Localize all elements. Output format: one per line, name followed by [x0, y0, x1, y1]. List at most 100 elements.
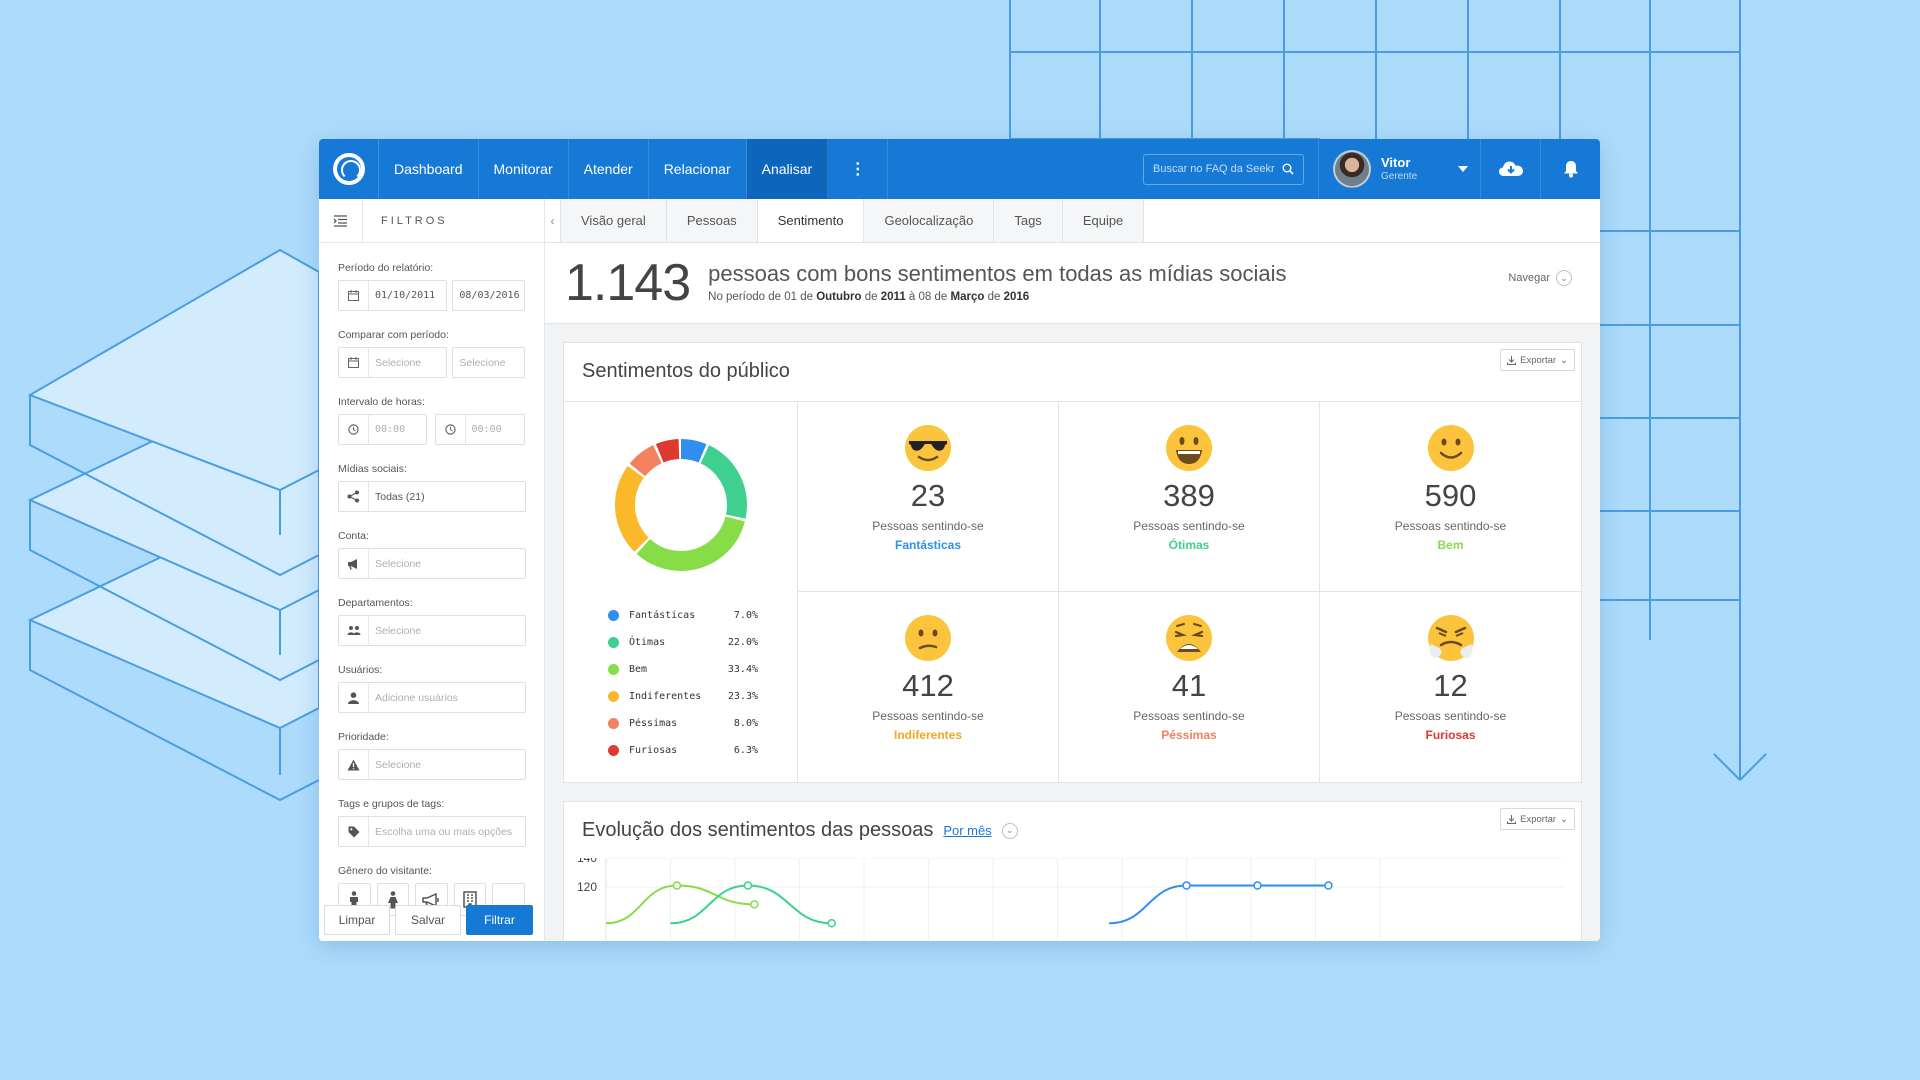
tab-visao-geral[interactable]: Visão geral [561, 199, 667, 242]
chevron-down-icon: ⌄ [1560, 354, 1568, 366]
compare-end-field[interactable]: Selecione [452, 347, 525, 378]
cloud-download-button[interactable] [1480, 139, 1540, 199]
toggle-filters-button[interactable] [319, 198, 363, 243]
nav-dashboard[interactable]: Dashboard [379, 139, 479, 199]
sentiments-title: Sentimentos do público [582, 360, 790, 382]
legend-dot [608, 637, 619, 648]
clear-button[interactable]: Limpar [324, 905, 390, 935]
tab-sentimento[interactable]: Sentimento [757, 199, 865, 242]
social-media-select[interactable]: Todas (21) [338, 481, 526, 512]
tags-select[interactable]: Escolha uma ou mais opções [338, 816, 526, 847]
avatar [1333, 150, 1371, 188]
period-start-value: 01/10/2011 [375, 290, 436, 301]
notifications-button[interactable] [1540, 139, 1600, 199]
sentiment-cell-grin: 389 Pessoas sentindo-se Ótimas [1059, 402, 1320, 592]
tab-equipe[interactable]: Equipe [1062, 199, 1145, 242]
navigate-dropdown[interactable]: Navegar ⌄ [1508, 270, 1572, 286]
compare-end-placeholder: Selecione [459, 356, 506, 369]
hours-end-field[interactable]: 00:00 [434, 414, 525, 445]
share-icon [339, 482, 369, 511]
sentiment-count: 41 [1171, 668, 1207, 703]
sentiment-donut-chart [615, 439, 747, 571]
departments-label: Departamentos: [338, 597, 413, 609]
period-prefix: No período de 01 de [708, 291, 813, 304]
donut-slice-3 [615, 439, 747, 571]
search-icon [1282, 163, 1294, 175]
nav-relacionar[interactable]: Relacionar [649, 139, 747, 199]
series-point [1253, 881, 1262, 890]
nav-more-button[interactable]: ⋮ [828, 139, 889, 199]
legend-name: Indiferentes [629, 691, 702, 702]
period-month-end: Março [950, 291, 985, 304]
weary-emoji-icon [1166, 615, 1212, 661]
nav-analisar[interactable]: Analisar [746, 139, 829, 199]
evolution-header: Evolução dos sentimentos das pessoas Por… [564, 802, 1581, 859]
chevron-down-icon[interactable]: ⌄ [1001, 822, 1018, 839]
export-button[interactable]: Exportar ⌄ [1500, 808, 1575, 830]
sentiment-cell-neutral: 412 Pessoas sentindo-se Indiferentes [798, 592, 1059, 782]
evolution-card: Evolução dos sentimentos das pessoas Por… [563, 801, 1582, 941]
summary-title: pessoas com bons sentimentos em todas as… [708, 260, 1287, 286]
legend-name: Ótimas [629, 637, 666, 648]
series-point [750, 900, 759, 909]
hours-start-field[interactable]: 00:00 [338, 414, 427, 445]
tab-tags[interactable]: Tags [994, 199, 1063, 242]
legend-item: Bem 33.4% [608, 656, 758, 683]
users-select[interactable]: Adicione usuários [338, 682, 526, 713]
clock-icon [339, 415, 369, 444]
nav-atender[interactable]: Atender [569, 139, 649, 199]
sentiment-cell-sunglasses: 23 Pessoas sentindo-se Fantásticas [798, 402, 1059, 592]
logo[interactable] [319, 139, 379, 199]
donut-panel: Fantásticas 7.0% Ótimas 22.0% Bem 33.4% Indife… [564, 402, 798, 782]
series-point [827, 919, 836, 928]
filters-header: FILTROS [319, 198, 544, 243]
period-mid: à 08 de [908, 291, 948, 304]
top-navbar: Dashboard Monitorar Atender Relacionar A… [319, 139, 1600, 199]
tabs-back-button[interactable]: ‹ [545, 199, 561, 242]
save-button[interactable]: Salvar [395, 905, 461, 935]
nav-monitorar[interactable]: Monitorar [479, 139, 569, 199]
faq-search-input[interactable]: Buscar no FAQ da Seekr [1143, 153, 1304, 185]
compare-start-field[interactable]: Selecione [338, 347, 448, 378]
sentiment-name: Furiosas [1425, 728, 1476, 742]
sentiments-card: Sentimentos do público Exportar ⌄ Fantást… [563, 342, 1582, 783]
sentiment-name: Ótimas [1168, 538, 1210, 552]
legend-item: Ótimas 22.0% [608, 629, 758, 656]
legend-dot [608, 691, 619, 702]
priority-select[interactable]: Selecione [338, 749, 526, 780]
donut-slice-2 [615, 439, 747, 571]
user-menu[interactable]: Vitor Gerente [1318, 139, 1480, 199]
export-button[interactable]: Exportar ⌄ [1500, 349, 1575, 371]
sentiment-count: 23 [910, 478, 946, 513]
series-point [1324, 881, 1333, 890]
period-selector[interactable]: Por mês [943, 823, 992, 838]
tab-pessoas[interactable]: Pessoas [666, 199, 758, 242]
social-label: Mídias sociais: [338, 463, 407, 475]
tag-icon [339, 817, 369, 846]
period-end-field[interactable]: 08/03/2016 [452, 280, 525, 311]
tab-geolocalizacao[interactable]: Geolocalização [864, 199, 995, 242]
legend-item: Péssimas 8.0% [608, 710, 758, 737]
legend-item: Furiosas 6.3% [608, 737, 758, 764]
departments-select[interactable]: Selecione [338, 615, 526, 646]
period-start-field[interactable]: 01/10/2011 [338, 280, 448, 311]
angry-emoji-icon [1427, 615, 1474, 661]
filter-button[interactable]: Filtrar [466, 905, 533, 935]
social-media-value: Todas (21) [375, 490, 425, 503]
period-year-end: 2016 [1003, 291, 1030, 304]
account-select[interactable]: Selecione [338, 548, 526, 579]
legend-percent: 23.3% [727, 691, 758, 702]
sentiment-cell-weary: 41 Pessoas sentindo-se Péssimas [1059, 592, 1320, 782]
evolution-title: Evolução dos sentimentos das pessoas [582, 819, 934, 841]
y-tick-label: 140 [577, 858, 597, 865]
users-placeholder: Adicione usuários [375, 691, 458, 704]
series-point [743, 881, 753, 890]
series-point [672, 881, 682, 890]
compare-start-placeholder: Selecione [375, 356, 422, 369]
main-nav: Dashboard Monitorar Atender Relacionar A… [379, 139, 889, 199]
legend-percent: 22.0% [727, 637, 758, 648]
neutral-emoji-icon [905, 615, 951, 661]
account-label: Conta: [338, 530, 369, 542]
legend-item: Fantásticas 7.0% [608, 602, 758, 629]
